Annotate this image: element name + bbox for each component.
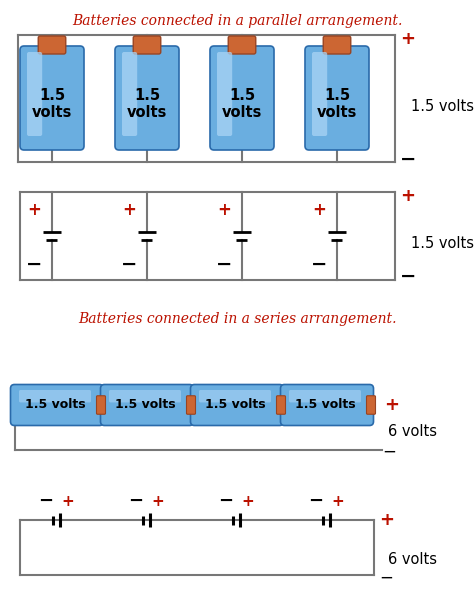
Text: 1.5 volts: 1.5 volts [295,398,356,412]
Text: 1.5 volts: 1.5 volts [115,398,175,412]
Text: −: − [379,569,393,587]
FancyBboxPatch shape [276,396,285,414]
FancyBboxPatch shape [133,36,161,54]
FancyBboxPatch shape [191,384,283,426]
Text: +: + [27,201,41,219]
Text: Batteries connected in a series arrangement.: Batteries connected in a series arrangem… [78,312,396,326]
Text: 6 volts: 6 volts [388,424,437,439]
FancyBboxPatch shape [199,390,271,403]
Text: −: − [309,492,324,510]
Text: 1.5
volts: 1.5 volts [222,88,262,120]
Text: +: + [400,187,415,205]
FancyBboxPatch shape [366,396,375,414]
FancyBboxPatch shape [109,390,181,403]
Text: +: + [242,493,255,509]
Text: 6 volts: 6 volts [388,552,437,566]
Text: −: − [121,255,137,273]
Text: 1.5 volts: 1.5 volts [25,398,85,412]
Text: 1.5
volts: 1.5 volts [317,88,357,120]
Text: −: − [219,492,234,510]
Text: −: − [38,492,54,510]
Text: +: + [62,493,74,509]
FancyBboxPatch shape [20,46,84,150]
FancyBboxPatch shape [210,46,274,150]
FancyBboxPatch shape [312,52,327,136]
FancyBboxPatch shape [27,52,42,136]
FancyBboxPatch shape [97,396,106,414]
FancyBboxPatch shape [281,384,374,426]
Text: 1.5
volts: 1.5 volts [127,88,167,120]
FancyBboxPatch shape [122,52,137,136]
Text: −: − [216,255,232,273]
Text: −: − [128,492,144,510]
Text: −: − [400,267,416,286]
Text: 1.5
volts: 1.5 volts [32,88,72,120]
Text: +: + [312,201,326,219]
Text: 1.5 volts: 1.5 volts [205,398,265,412]
FancyBboxPatch shape [186,396,195,414]
FancyBboxPatch shape [19,390,91,403]
FancyBboxPatch shape [323,36,351,54]
Text: −: − [382,443,396,461]
FancyBboxPatch shape [10,384,103,426]
Text: +: + [384,396,399,414]
Text: +: + [152,493,164,509]
FancyBboxPatch shape [289,390,361,403]
Text: 1.5 volts: 1.5 volts [411,236,474,252]
Text: −: − [26,255,42,273]
FancyBboxPatch shape [100,384,193,426]
FancyBboxPatch shape [115,46,179,150]
Text: +: + [217,201,231,219]
Text: −: − [400,149,416,169]
Text: 1.5 volts: 1.5 volts [411,99,474,114]
Text: +: + [379,511,394,529]
FancyBboxPatch shape [38,36,66,54]
Text: Batteries connected in a parallel arrangement.: Batteries connected in a parallel arrang… [72,14,402,28]
Text: +: + [400,30,415,48]
FancyBboxPatch shape [217,52,232,136]
FancyBboxPatch shape [228,36,256,54]
FancyBboxPatch shape [305,46,369,150]
Text: +: + [332,493,345,509]
Text: −: − [311,255,327,273]
Text: +: + [122,201,136,219]
